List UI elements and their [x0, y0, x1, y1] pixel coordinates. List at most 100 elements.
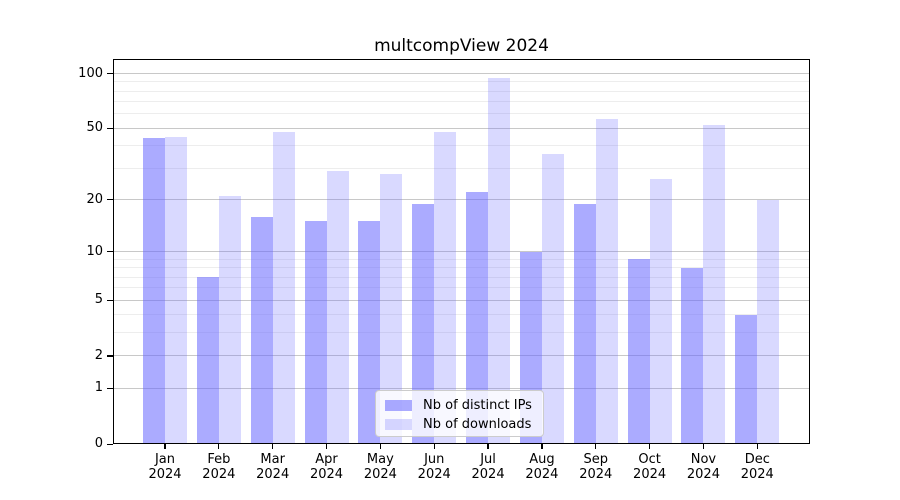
plot-area: Nb of distinct IPs Nb of downloads [113, 59, 810, 444]
x-tick-month: May [366, 452, 394, 467]
gridline-minor [113, 81, 810, 83]
x-tick-mark [756, 444, 758, 449]
x-tick-label: Mar 2024 [241, 452, 305, 482]
x-tick-month: Dec [744, 452, 770, 467]
x-tick-mark [218, 444, 220, 449]
x-tick-label: Feb 2024 [187, 452, 251, 482]
bar-downloads [703, 125, 726, 444]
bar-distinct-ips [143, 138, 165, 444]
y-tick-mark [107, 127, 113, 130]
x-tick-month: Jan [154, 452, 176, 467]
x-tick-mark [325, 444, 328, 449]
bar-distinct-ips [196, 277, 219, 444]
legend: Nb of distinct IPs Nb of downloads [375, 390, 544, 437]
x-tick-year: 2024 [256, 467, 290, 482]
x-tick-year: 2024 [471, 467, 505, 482]
bar-downloads [326, 170, 349, 444]
x-tick-year: 2024 [686, 467, 720, 482]
x-tick-mark [433, 444, 435, 449]
legend-item-distinct-ips: Nb of distinct IPs [385, 398, 543, 413]
y-tick-mark [107, 73, 113, 75]
x-tick-year: 2024 [148, 467, 182, 482]
x-tick-label: Jun 2024 [402, 452, 466, 482]
gridline-minor [113, 145, 810, 147]
y-tick-label: 2 [94, 347, 103, 363]
gridline-minor [113, 287, 810, 289]
gridline-major [113, 127, 810, 129]
x-tick-year: 2024 [740, 467, 774, 482]
gridline-minor [113, 258, 810, 260]
bar-downloads [380, 173, 403, 444]
x-tick-label: Nov 2024 [671, 452, 735, 482]
x-tick-label: May 2024 [348, 452, 412, 482]
x-tick-month: Nov [690, 452, 717, 467]
gridline-major [113, 199, 810, 201]
gridline-major [113, 387, 810, 389]
x-tick-mark [648, 444, 651, 449]
y-tick-label: 1 [94, 380, 103, 396]
bar-downloads [488, 77, 511, 444]
x-tick-year: 2024 [363, 467, 397, 482]
x-tick-month: Feb [207, 452, 231, 467]
bar-downloads [649, 179, 672, 444]
x-tick-month: Aug [529, 452, 555, 467]
gridline-major [113, 251, 810, 252]
legend-swatch-downloads [385, 419, 412, 430]
gridline-minor [113, 167, 810, 169]
bar-distinct-ips [681, 267, 704, 444]
y-tick-mark [107, 299, 113, 301]
x-tick-month: Sep [583, 452, 608, 467]
x-tick-label: Jul 2024 [456, 452, 520, 482]
x-tick-label: Aug 2024 [510, 452, 574, 482]
gridline-minor [113, 276, 810, 278]
x-tick-mark [487, 444, 489, 449]
gridline-major [113, 73, 810, 74]
gridline-minor [113, 332, 810, 334]
legend-swatch-distinct-ips [385, 400, 412, 411]
bar-downloads [434, 131, 457, 444]
x-tick-mark [379, 444, 382, 449]
y-tick-mark [107, 443, 113, 445]
gridline-major [113, 299, 810, 301]
bar-distinct-ips [358, 221, 381, 444]
x-tick-month: Jul [480, 452, 496, 467]
gridline-minor [113, 101, 810, 103]
bar-distinct-ips [573, 203, 596, 444]
x-tick-mark [595, 444, 597, 449]
y-tick-mark [107, 199, 113, 201]
x-tick-month: Jun [424, 452, 445, 467]
y-tick-mark [107, 251, 113, 253]
x-tick-mark [164, 444, 166, 449]
gridline-minor [113, 113, 810, 115]
gridline-minor [113, 90, 810, 92]
gridline-major [113, 355, 810, 357]
y-tick-mark [107, 387, 113, 390]
y-tick-label: 5 [94, 292, 103, 308]
x-tick-year: 2024 [417, 467, 451, 482]
x-tick-mark [702, 444, 705, 449]
bar-downloads [541, 154, 564, 444]
x-tick-month: Mar [260, 452, 285, 467]
y-tick-label: 0 [94, 436, 103, 451]
legend-label-distinct-ips: Nb of distinct IPs [423, 398, 532, 413]
x-tick-label: Apr 2024 [295, 452, 359, 482]
x-tick-year: 2024 [633, 467, 667, 482]
x-tick-label: Sep 2024 [564, 452, 628, 482]
bar-distinct-ips [735, 314, 758, 444]
y-tick-label: 50 [86, 120, 103, 136]
x-tick-mark [541, 444, 543, 449]
bar-downloads [218, 195, 241, 444]
y-tick-label: 20 [86, 191, 103, 207]
bar-distinct-ips [466, 192, 489, 444]
bar-downloads [757, 199, 780, 444]
x-tick-mark [272, 444, 274, 449]
bar-downloads [165, 136, 187, 444]
y-tick-label: 100 [78, 65, 103, 81]
legend-label-downloads: Nb of downloads [423, 417, 532, 432]
x-tick-month: Apr [315, 452, 338, 467]
y-tick-label: 10 [86, 243, 103, 259]
x-tick-month: Oct [638, 452, 661, 467]
x-tick-label: Jan 2024 [133, 452, 197, 482]
x-tick-year: 2024 [309, 467, 344, 482]
